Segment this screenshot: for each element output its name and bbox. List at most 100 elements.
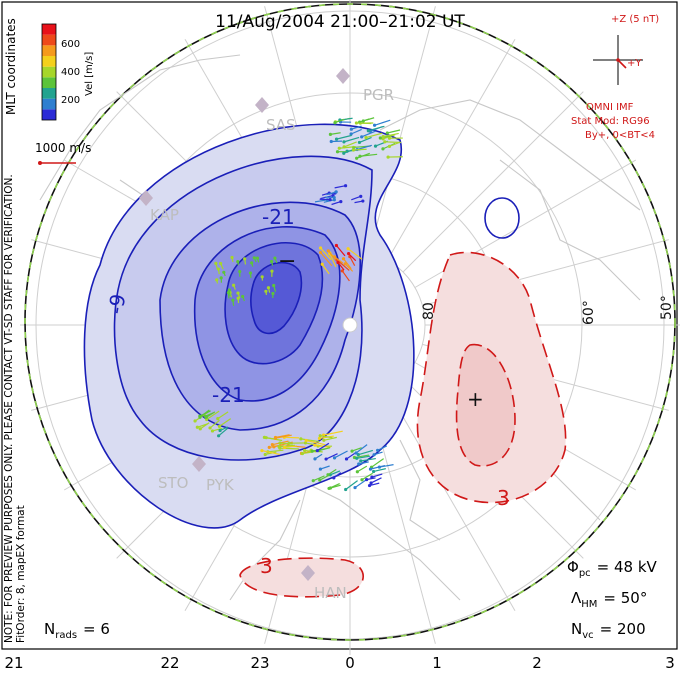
velocity-vector-origin: [356, 453, 360, 457]
velocity-vector-origin: [311, 479, 315, 483]
velocity-vector: [334, 185, 346, 189]
hm-boundary: [24, 3, 676, 641]
station-marker-han: [301, 565, 315, 581]
imf-clock: [593, 35, 643, 85]
velocity-vector: [320, 435, 333, 439]
velocity-vectors: [193, 117, 403, 492]
velocity-vector: [351, 125, 362, 130]
mlt-label-1: 1: [432, 654, 442, 672]
velocity-vector: [329, 253, 337, 268]
colorbar-swatch: [42, 98, 56, 110]
colorbar-swatch: [42, 34, 56, 46]
velocity-vector-origin: [372, 453, 376, 457]
contour-label-pos-south: 3: [260, 554, 273, 578]
velocity-vector-origin: [333, 121, 337, 125]
velocity-vector-origin: [313, 457, 317, 461]
velocity-vector: [373, 468, 386, 473]
colorbar-swatch: [42, 109, 56, 120]
station-marker-kap: [139, 190, 153, 206]
velocity-vector-origin: [387, 136, 392, 140]
contour-label-left: -9: [103, 292, 130, 316]
velocity-vector-origin: [227, 288, 232, 292]
velocity-vector: [389, 141, 400, 147]
velocity-vector: [361, 130, 376, 138]
velocity-vector: [314, 199, 328, 203]
velocity-vector: [357, 465, 368, 473]
velocity-vector-origin: [248, 271, 253, 275]
colorbar-tick-600: 600: [61, 39, 80, 50]
velocity-vector-origin: [386, 155, 390, 159]
station-label-sas: SAS: [266, 116, 296, 134]
stat-nrads-symbol: N: [44, 620, 55, 638]
velocity-vector: [346, 452, 356, 460]
velocity-vector-origin: [377, 465, 382, 469]
coast-siberia: [379, 99, 641, 211]
meridian-line: [387, 38, 516, 261]
velocity-vector-origin: [266, 286, 271, 290]
velocity-vector: [343, 136, 360, 143]
velocity-vector: [368, 125, 385, 132]
velocity-vector-origin: [263, 452, 267, 457]
statistics: Φpc = 48 kV ΛHM = 50° Nvc = 200 Nrads = 6: [44, 558, 658, 641]
stat-phi-pc: Φpc = 48 kV: [567, 558, 658, 579]
velocity-vector: [350, 128, 362, 135]
imf-vector-origin: [616, 58, 620, 62]
latitude-label-50: 50°: [659, 295, 675, 320]
velocity-vector-origin: [357, 140, 362, 145]
velocity-vector-origin: [375, 448, 380, 452]
velocity-vector: [341, 270, 350, 282]
velocity-vector-origin: [337, 146, 341, 150]
velocity-vector: [304, 449, 317, 453]
meridian-line: [368, 6, 436, 253]
stat-n-rads: Nrads = 6: [44, 620, 110, 641]
velocity-vector-origin: [271, 291, 275, 296]
velocity-vector-origin: [272, 283, 276, 288]
velocity-vector-origin: [328, 132, 333, 136]
station-label-pyk: PYK: [206, 476, 235, 494]
velocity-vector-origin: [260, 275, 264, 279]
velocity-vector: [323, 436, 337, 441]
velocity-vector: [300, 438, 320, 443]
velocity-vector-origin: [215, 278, 219, 282]
velocity-vector-origin: [269, 259, 274, 264]
velocity-vector-origin: [361, 199, 365, 203]
velocity-vector: [265, 451, 277, 456]
station-label-kap: KAP: [150, 206, 179, 224]
velocity-vector: [353, 148, 367, 151]
velocity-vector: [328, 482, 340, 489]
coast-svalbard: [399, 439, 441, 541]
velocity-vector-origin: [353, 485, 357, 490]
velocity-vector: [334, 256, 344, 264]
imf-model-label: Stat Mod: RG96: [571, 116, 650, 127]
velocity-vector-origin: [236, 291, 240, 295]
stat-lambda-symbol: Λ: [571, 589, 582, 607]
latitude-label-80: 80: [421, 302, 437, 320]
station-label-pgr: PGR: [363, 86, 394, 104]
velocity-vector: [343, 148, 354, 154]
velocity-vector-origin: [238, 269, 242, 274]
velocity-vector: [371, 473, 383, 478]
coast-iceland-region: [229, 499, 301, 601]
velocity-vector-origin: [326, 249, 330, 253]
velocity-vector-origin: [359, 459, 363, 463]
velocity-scale-label: 1000 m/s: [35, 141, 91, 155]
velocity-vector-origin: [359, 194, 363, 198]
velocity-vector: [359, 153, 378, 157]
imf-vector: [617, 59, 627, 69]
velocity-vector: [344, 263, 354, 272]
velocity-vector-origin: [332, 195, 336, 200]
velocity-vector-origin: [210, 429, 215, 433]
pole-marker: [342, 317, 358, 333]
station-marker-sto: [192, 456, 206, 472]
colorbar-tick-200: 200: [61, 95, 80, 106]
meridian-line: [387, 389, 516, 612]
velocity-vector: [359, 136, 372, 143]
velocity-vector: [325, 453, 338, 460]
station-marker-pgr: [336, 68, 350, 84]
latitude-labels: 80 60° 50°: [421, 295, 675, 325]
velocity-vector: [261, 449, 280, 456]
velocity-vector-origin: [282, 445, 287, 450]
velocity-vector-origin: [364, 135, 368, 140]
mlt-axis-labels: 21 22 23 0 1 2 3: [4, 654, 674, 672]
velocity-vector: [319, 474, 330, 481]
